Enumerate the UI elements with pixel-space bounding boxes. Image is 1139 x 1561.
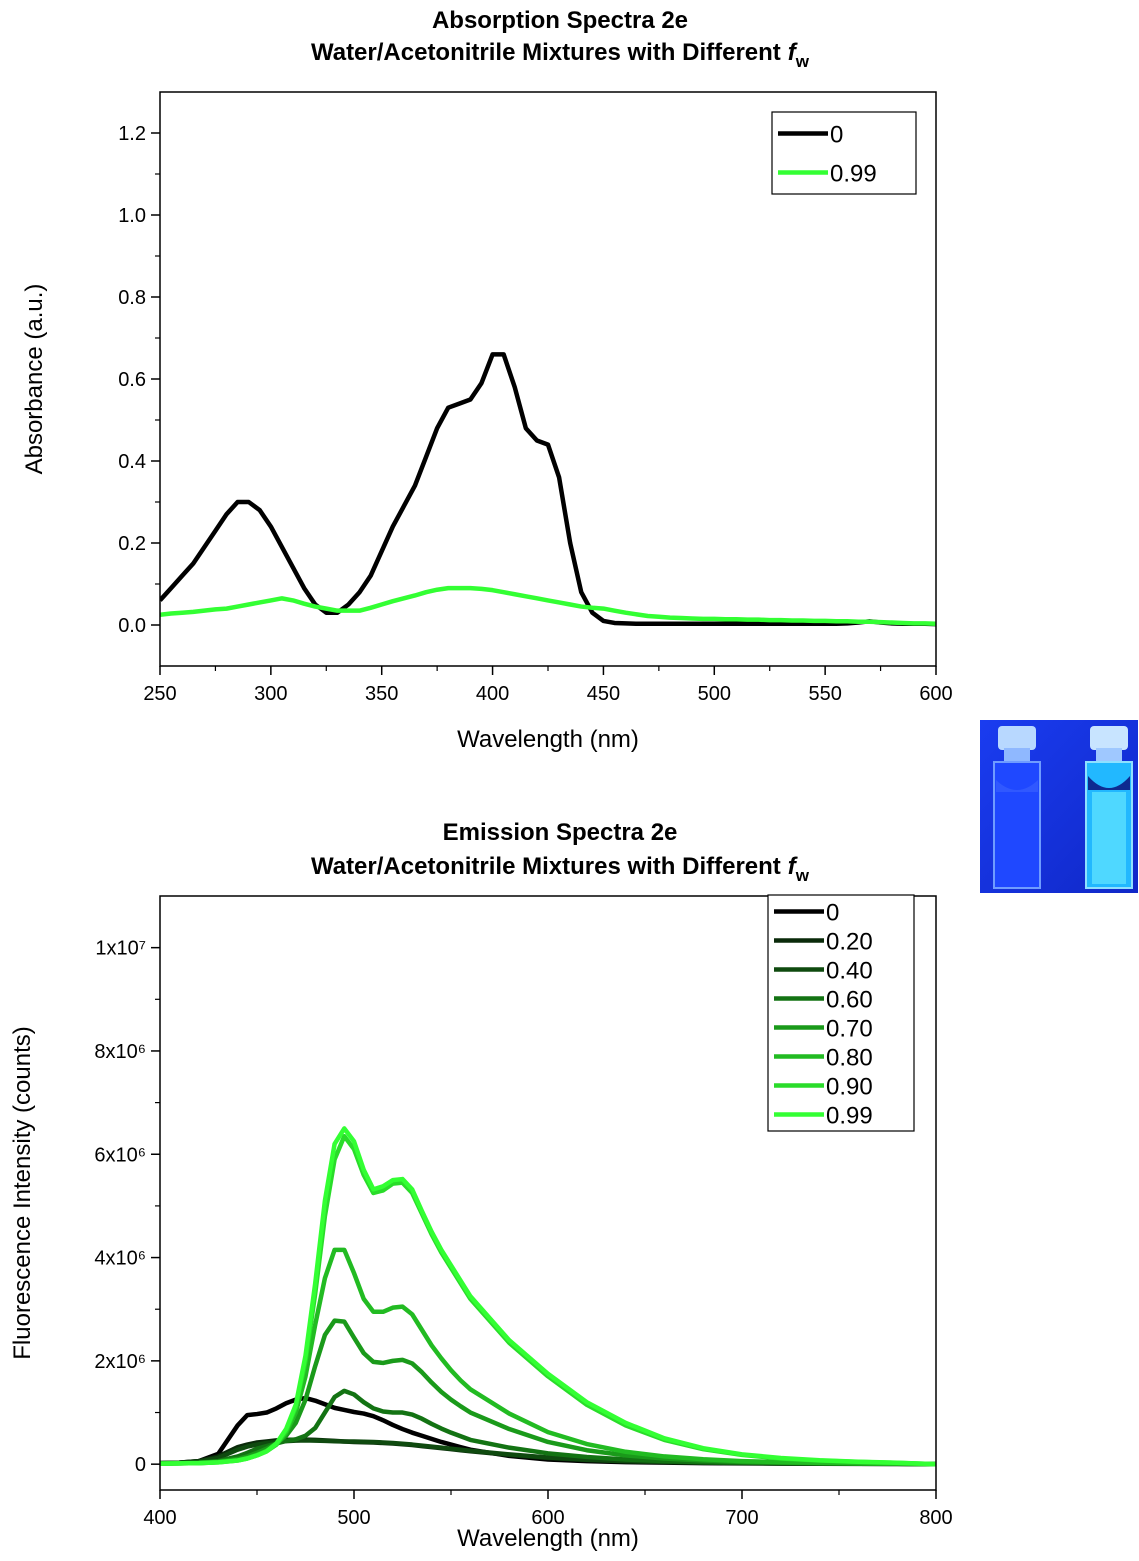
legend: 00.99 xyxy=(771,111,917,195)
x-tick-label: 600 xyxy=(919,683,952,705)
x-axis-label: Wavelength (nm) xyxy=(457,1525,639,1552)
lines xyxy=(160,1126,936,1467)
legend-label: 0.70 xyxy=(826,1016,873,1043)
subtitle-symbol: f xyxy=(788,39,798,66)
legend-label: 0.80 xyxy=(826,1045,873,1072)
subtitle-subscript: w xyxy=(795,52,810,71)
y-tick-label: 1.2 xyxy=(118,123,146,145)
chart-title: Absorption Spectra 2e xyxy=(432,7,688,34)
subtitle-text: Water/Acetonitrile Mixtures with Differe… xyxy=(311,39,781,66)
chart: Absorption Spectra 2e Water/Acetonitrile … xyxy=(21,7,953,753)
subtitle-symbol: f xyxy=(788,853,798,880)
x-tick-label: 700 xyxy=(725,1507,758,1529)
x-tick-label: 350 xyxy=(365,683,398,705)
x-axis-label: Wavelength (nm) xyxy=(457,726,639,753)
y-tick-label: 0.0 xyxy=(118,615,146,637)
y-axis-label: Absorbance (a.u.) xyxy=(21,284,48,475)
x-tick-label: 250 xyxy=(143,683,176,705)
legend-label: 0.99 xyxy=(826,1103,873,1130)
y-tick-label: 0 xyxy=(135,1454,146,1476)
subtitle-text: Water/Acetonitrile Mixtures with Differe… xyxy=(311,853,781,880)
x-tick-label: 400 xyxy=(143,1507,176,1529)
x-tick-label: 400 xyxy=(476,683,509,705)
chart-subtitle: Water/Acetonitrile Mixtures with Differe… xyxy=(311,853,810,885)
series-line xyxy=(160,352,936,627)
legend: 00.200.400.600.700.800.900.99 xyxy=(767,894,915,1132)
x-tick-label: 300 xyxy=(254,683,287,705)
y-tick-label: 0.4 xyxy=(118,451,146,473)
legend-box xyxy=(767,894,915,1132)
y-tick-label: 8x10⁶ xyxy=(94,1041,146,1063)
chart-subtitle: Water/Acetonitrile Mixtures with Differe… xyxy=(311,39,810,71)
legend-label: 0.99 xyxy=(830,161,877,188)
chart-title: Emission Spectra 2e xyxy=(443,819,678,846)
legend-label: 0.90 xyxy=(826,1074,873,1101)
y-tick-label: 1.0 xyxy=(118,205,146,227)
legend-label: 0.20 xyxy=(826,929,873,956)
x-tick-label: 450 xyxy=(587,683,620,705)
y-axis-label: Fluorescence Intensity (counts) xyxy=(9,1026,36,1359)
series-line xyxy=(160,1388,936,1467)
y-tick-label: 0.2 xyxy=(118,533,146,555)
series-line xyxy=(160,1133,936,1467)
legend-label: 0.40 xyxy=(826,958,873,985)
x-tick-label: 500 xyxy=(698,683,731,705)
x-tick-label: 550 xyxy=(808,683,841,705)
legend-box xyxy=(771,111,917,195)
x-tick-label: 800 xyxy=(919,1507,952,1529)
legend-label: 0 xyxy=(830,122,843,149)
lines xyxy=(160,352,936,627)
series-line xyxy=(160,1247,936,1467)
series-line xyxy=(160,585,936,627)
vial-photo xyxy=(980,720,1138,893)
y-tick-label: 1x10⁷ xyxy=(95,938,146,960)
chart: Emission Spectra 2e Water/Acetonitrile Mi… xyxy=(9,819,953,1552)
y-tick-label: 0.8 xyxy=(118,287,146,309)
y-tick-label: 6x10⁶ xyxy=(94,1144,146,1166)
legend-label: 0.60 xyxy=(826,987,873,1014)
legend-label: 0 xyxy=(826,900,839,927)
x-tick-label: 600 xyxy=(531,1507,564,1529)
subtitle-subscript: w xyxy=(795,866,810,885)
y-tick-label: 0.6 xyxy=(118,369,146,391)
y-tick-label: 4x10⁶ xyxy=(94,1248,146,1270)
y-tick-label: 2x10⁶ xyxy=(94,1351,146,1373)
x-tick-label: 500 xyxy=(337,1507,370,1529)
series-line xyxy=(160,1126,936,1467)
